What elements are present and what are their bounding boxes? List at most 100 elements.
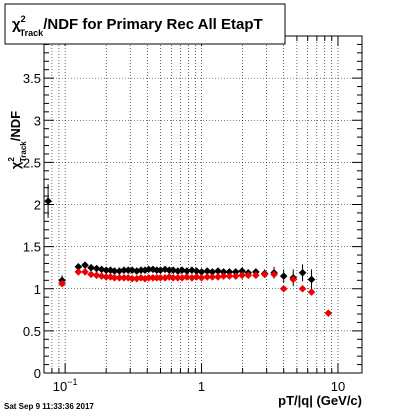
marker-red xyxy=(149,273,157,282)
data-point xyxy=(197,268,206,276)
data-point xyxy=(74,263,83,271)
marker-black xyxy=(81,261,89,269)
marker-red xyxy=(298,284,307,293)
marker-black xyxy=(279,272,288,280)
data-point xyxy=(307,269,316,290)
marker-black xyxy=(144,265,153,274)
marker-red xyxy=(289,275,298,284)
marker-red xyxy=(307,288,316,296)
marker-red xyxy=(270,270,278,279)
x-axis-title: pT/|q| (GeV/c) xyxy=(278,393,362,408)
footer-timestamp: Sat Sep 9 11:33:36 2017 xyxy=(4,402,94,411)
marker-black xyxy=(110,267,119,275)
data-point xyxy=(324,309,333,317)
marker-red xyxy=(124,273,133,282)
marker-red xyxy=(252,271,260,280)
data-point xyxy=(214,267,222,275)
y-tick-label: 0 xyxy=(34,366,41,381)
marker-red xyxy=(97,272,106,280)
marker-black xyxy=(192,267,201,275)
marker-black xyxy=(156,266,165,275)
data-point xyxy=(298,264,307,282)
marker-red xyxy=(214,273,222,281)
marker-red xyxy=(132,274,141,283)
marker-red xyxy=(197,273,206,282)
data-point xyxy=(92,271,101,280)
marker-red xyxy=(110,273,119,282)
marker-black xyxy=(203,267,212,275)
data-point xyxy=(203,267,212,275)
marker-black xyxy=(106,266,115,275)
data-point xyxy=(289,275,298,284)
marker-red xyxy=(156,273,165,282)
data-point xyxy=(87,263,95,272)
marker-red xyxy=(174,273,182,282)
y-tick-label: 1 xyxy=(34,282,41,297)
marker-red xyxy=(144,273,153,282)
data-point xyxy=(178,266,186,275)
y-tick-label: 1.5 xyxy=(23,240,41,255)
title-box: χ2 Track/NDF for Primary Rec All EtapT xyxy=(4,3,286,45)
marker-black xyxy=(137,266,145,275)
marker-red xyxy=(137,273,145,282)
marker-red xyxy=(225,272,234,280)
marker-red xyxy=(92,271,101,280)
marker-red xyxy=(244,271,253,280)
data-point xyxy=(197,273,206,282)
marker-black xyxy=(307,275,316,284)
marker-red xyxy=(58,279,66,288)
marker-black xyxy=(183,267,191,275)
data-point xyxy=(208,273,217,281)
data-point xyxy=(279,269,288,283)
data-point xyxy=(192,273,201,281)
y-tick-label: 0.5 xyxy=(23,324,41,339)
marker-black xyxy=(102,266,110,275)
data-point xyxy=(192,267,201,275)
marker-red xyxy=(324,309,333,317)
marker-black xyxy=(74,263,83,271)
marker-red xyxy=(178,273,186,282)
data-point xyxy=(244,271,253,280)
marker-red xyxy=(115,273,124,282)
marker-black xyxy=(161,265,169,274)
marker-red xyxy=(87,270,95,279)
marker-black xyxy=(124,266,133,275)
marker-black xyxy=(178,266,186,275)
data-point xyxy=(183,267,191,275)
data-point xyxy=(252,271,260,280)
marker-black xyxy=(197,268,206,276)
data-point xyxy=(231,272,240,280)
data-point xyxy=(298,284,307,293)
y-tick-label: 2 xyxy=(34,198,41,213)
marker-black xyxy=(149,265,157,274)
marker-red xyxy=(238,271,246,280)
marker-black xyxy=(132,267,141,275)
marker-red xyxy=(169,273,178,282)
data-point xyxy=(214,273,222,281)
data-point xyxy=(270,270,278,279)
chart-title: χ2 Track/NDF for Primary Rec All EtapT xyxy=(12,14,263,38)
data-point xyxy=(58,279,66,288)
marker-black xyxy=(219,268,228,276)
marker-red xyxy=(208,273,217,281)
y-axis-title: χ2 Track/NDF xyxy=(7,111,28,169)
data-point xyxy=(225,272,234,280)
marker-red xyxy=(203,273,212,281)
data-point xyxy=(44,184,52,218)
marker-red xyxy=(188,273,196,282)
data-point xyxy=(74,268,83,276)
y-tick-label: 3 xyxy=(34,113,41,128)
data-point xyxy=(307,288,316,296)
x-tick-label: 1 xyxy=(198,379,205,394)
marker-red xyxy=(260,270,269,279)
x-tick-label: 10 xyxy=(331,379,345,394)
marker-black xyxy=(165,266,174,275)
data-point xyxy=(87,270,95,279)
marker-red xyxy=(74,268,83,276)
marker-black xyxy=(120,266,128,275)
marker-black xyxy=(169,266,178,275)
marker-red xyxy=(165,273,174,281)
data-point xyxy=(81,268,89,276)
x-tick-label: 10−1 xyxy=(53,377,78,394)
